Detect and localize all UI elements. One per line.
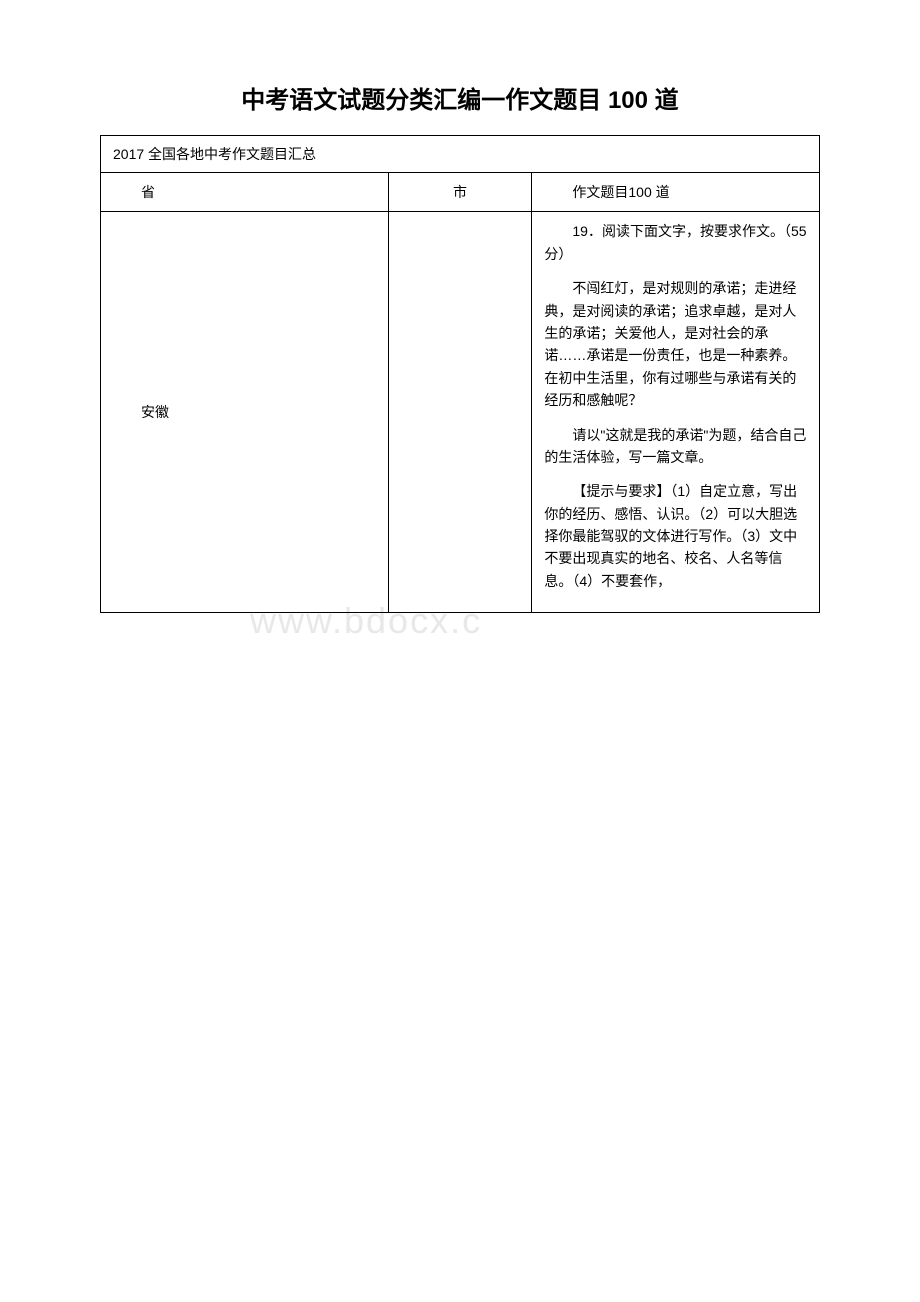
header-topic: 作文题目100 道 (532, 173, 820, 212)
page-title: 中考语文试题分类汇编一作文题目 100 道 (100, 80, 820, 115)
table-header-row: 省 市 作文题目100 道 (101, 173, 820, 212)
city-cell (388, 212, 532, 613)
content-cell: 19．阅读下面文字，按要求作文。（55 分） 不闯红灯，是对规则的承诺；走进经典… (532, 212, 820, 613)
table-caption-row: 2017 全国各地中考作文题目汇总 (101, 136, 820, 173)
province-cell: 安徽 (101, 212, 389, 613)
essay-topics-table: 2017 全国各地中考作文题目汇总 省 市 作文题目100 道 安徽 19．阅读… (100, 135, 820, 613)
header-city: 市 (388, 173, 532, 212)
content-paragraph-1: 19．阅读下面文字，按要求作文。（55 分） (544, 220, 807, 265)
table-caption: 2017 全国各地中考作文题目汇总 (101, 136, 820, 173)
table-row: 安徽 19．阅读下面文字，按要求作文。（55 分） 不闯红灯，是对规则的承诺；走… (101, 212, 820, 613)
page-container: 中考语文试题分类汇编一作文题目 100 道 2017 全国各地中考作文题目汇总 … (100, 80, 820, 613)
caption-text: 2017 全国各地中考作文题目汇总 (113, 146, 316, 162)
header-province: 省 (101, 173, 389, 212)
content-wrapper: 中考语文试题分类汇编一作文题目 100 道 2017 全国各地中考作文题目汇总 … (100, 80, 820, 613)
content-paragraph-3: 请以"这就是我的承诺"为题，结合自己的生活体验，写一篇文章。 (544, 424, 807, 469)
content-paragraph-4: 【提示与要求】（1）自定立意，写出你的经历、感悟、认识。（2）可以大胆选择你最能… (544, 480, 807, 592)
content-paragraph-2: 不闯红灯，是对规则的承诺；走进经典，是对阅读的承诺；追求卓越，是对人生的承诺；关… (544, 277, 807, 411)
